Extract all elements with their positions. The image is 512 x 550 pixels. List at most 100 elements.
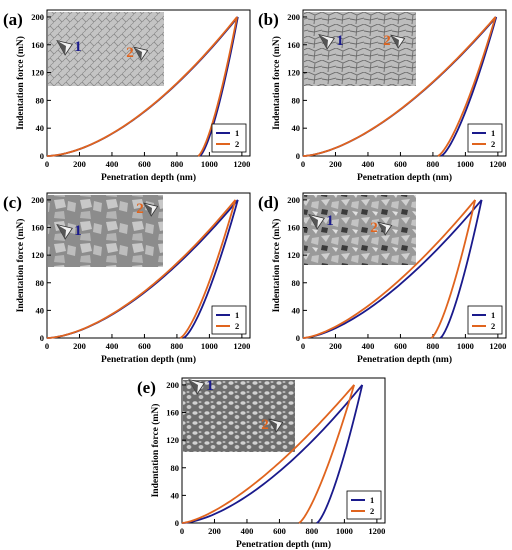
panel-b: 1 20 200 400 600 800 1000 120004080120160200Pen… <box>258 9 507 183</box>
x-tick-label: 400 <box>362 159 375 169</box>
x-tick-label: 400 <box>106 159 119 169</box>
inset-marker-1: 1 <box>336 33 344 49</box>
series-1-unloading <box>182 199 239 339</box>
x-tick-label: 600 <box>273 526 286 536</box>
x-axis-label: Penetration depth (nm) <box>236 539 331 550</box>
series-1-loading <box>181 384 363 524</box>
legend: 12 <box>211 305 247 335</box>
panel-e: 120 200 400 600 800 1000 120004080120160200Pen… <box>137 377 386 550</box>
y-tick-label: 0 <box>40 333 44 343</box>
x-tick-label: 0 <box>180 526 184 536</box>
x-tick-label: 200 <box>73 341 86 351</box>
y-tick-label: 40 <box>292 305 301 315</box>
y-tick-label: 40 <box>171 490 180 500</box>
y-tick-label: 120 <box>31 68 44 78</box>
inset-marker-2: 2 <box>136 201 144 217</box>
panel-label: (e) <box>137 378 156 397</box>
y-tick-label: 120 <box>287 68 300 78</box>
inset-marker-1: 1 <box>74 223 82 239</box>
series-2-loading <box>302 16 497 157</box>
panel-label: (c) <box>3 193 22 212</box>
y-tick-label: 0 <box>296 333 300 343</box>
legend-box <box>346 490 382 520</box>
series-2-unloading <box>430 199 477 339</box>
y-tick-label: 200 <box>287 195 300 205</box>
plot-frame <box>181 377 386 524</box>
y-tick-label: 160 <box>287 223 300 233</box>
series-2-unloading <box>298 384 356 524</box>
series-2-loading <box>46 199 237 339</box>
y-tick-label: 200 <box>166 380 179 390</box>
x-tick-label: 600 <box>138 159 151 169</box>
indent-mark-2-shade <box>378 222 386 235</box>
indent-mark-2-shade <box>144 203 152 216</box>
legend: 12 <box>346 490 382 520</box>
series-1-unloading <box>440 16 498 157</box>
sem-inset <box>183 380 295 452</box>
x-tick-label: 600 <box>138 341 151 351</box>
y-tick-label: 0 <box>40 151 44 161</box>
x-tick-label: 800 <box>306 526 319 536</box>
series-1-loading <box>302 199 483 339</box>
inset-marker-1: 1 <box>326 213 334 229</box>
x-tick-label: 800 <box>171 159 184 169</box>
indent-mark-1-shade <box>189 379 198 394</box>
y-tick-label: 160 <box>166 408 179 418</box>
y-tick-label: 0 <box>175 518 179 528</box>
x-tick-label: 600 <box>394 341 407 351</box>
legend: 12 <box>467 123 503 153</box>
x-tick-label: 200 <box>73 159 86 169</box>
legend-label-2: 2 <box>235 321 239 331</box>
y-axis-label: Indentation force (mN) <box>15 219 26 313</box>
series-1-unloading <box>439 199 483 339</box>
plot-frame <box>302 9 507 157</box>
x-tick-label: 0 <box>301 159 305 169</box>
x-tick-label: 1200 <box>233 341 250 351</box>
legend-label-2: 2 <box>491 139 495 149</box>
y-tick-label: 80 <box>36 278 45 288</box>
indent-mark-2-shade <box>269 419 277 432</box>
indent-mark-1-shade <box>309 214 318 229</box>
legend-box <box>467 123 503 153</box>
x-tick-label: 600 <box>394 159 407 169</box>
x-tick-label: 1000 <box>336 526 353 536</box>
x-tick-label: 0 <box>301 341 305 351</box>
panel-c: 120 200 400 600 800 1000 120004080120160200Pen… <box>3 192 251 365</box>
inset-marker-1: 1 <box>74 39 82 55</box>
y-tick-label: 120 <box>31 250 44 260</box>
indent-mark-1-shade <box>319 34 328 49</box>
series-2-loading <box>46 16 238 157</box>
y-tick-label: 160 <box>31 40 44 50</box>
x-tick-label: 1000 <box>457 159 474 169</box>
y-tick-label: 160 <box>31 223 44 233</box>
y-axis-label: Indentation force (mN) <box>271 219 282 313</box>
sem-inset <box>304 12 416 86</box>
series-2-unloading <box>437 16 497 157</box>
y-tick-label: 0 <box>296 151 300 161</box>
x-tick-label: 0 <box>45 159 49 169</box>
y-tick-label: 200 <box>287 12 300 22</box>
inset-marker-2: 2 <box>126 45 134 61</box>
y-tick-label: 200 <box>31 195 44 205</box>
inset-marker-2: 2 <box>370 220 378 236</box>
y-tick-label: 120 <box>166 435 179 445</box>
y-tick-label: 40 <box>36 305 45 315</box>
panel-label: (a) <box>3 10 23 29</box>
y-axis-label: Indentation force (mN) <box>15 36 26 130</box>
x-tick-label: 1000 <box>201 159 218 169</box>
series-1-unloading <box>199 16 239 157</box>
x-tick-label: 1000 <box>457 341 474 351</box>
x-tick-label: 1200 <box>233 159 250 169</box>
legend-box <box>211 305 247 335</box>
x-tick-label: 400 <box>362 341 375 351</box>
y-tick-label: 80 <box>171 463 180 473</box>
x-tick-label: 200 <box>208 526 221 536</box>
legend-label-2: 2 <box>370 506 374 516</box>
x-tick-label: 400 <box>106 341 119 351</box>
plot-frame <box>46 9 251 157</box>
inset-marker-2: 2 <box>383 33 391 49</box>
x-tick-label: 200 <box>329 341 342 351</box>
y-tick-label: 80 <box>292 95 301 105</box>
legend-label-2: 2 <box>235 139 239 149</box>
